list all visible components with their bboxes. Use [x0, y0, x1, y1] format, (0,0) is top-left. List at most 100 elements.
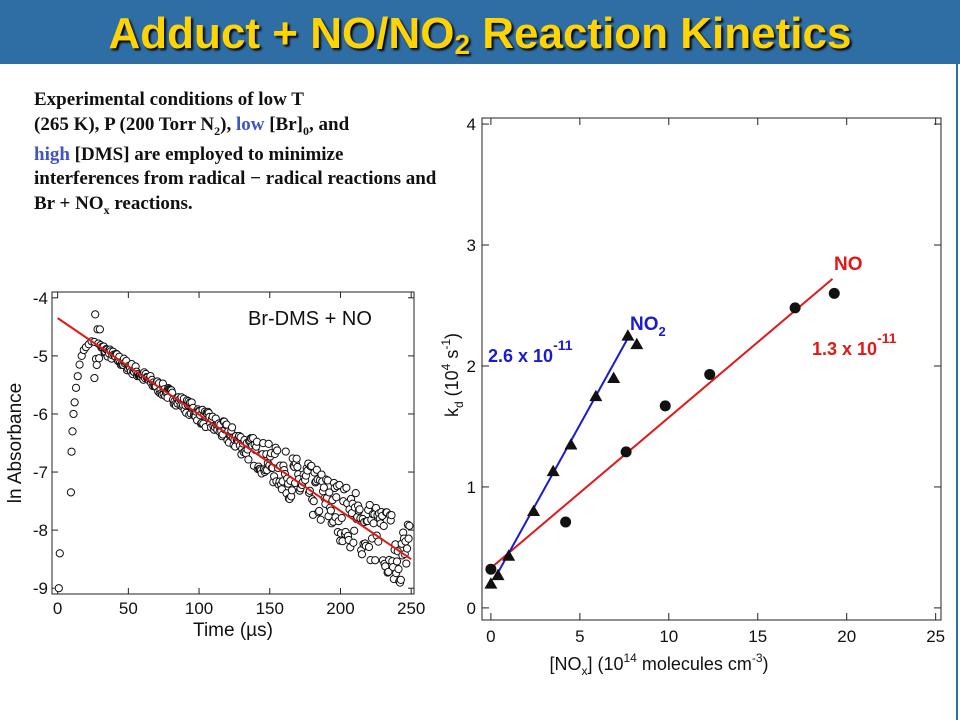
no2-data-point — [546, 464, 560, 477]
left-x-tick-label: 100 — [185, 599, 213, 618]
left-y-tick-label: -4 — [33, 289, 48, 308]
left-data-point — [332, 493, 341, 502]
no2-label-subscript: 2 — [659, 324, 666, 339]
no-data-point — [659, 400, 671, 412]
right-x-tick-label: 10 — [659, 627, 678, 646]
right-chart-ticks: 0 5 10 15 20 25 0 1 2 3 4 — [467, 115, 946, 646]
no2-rate-exponent: -11 — [553, 337, 573, 353]
left-data-point — [264, 439, 273, 448]
left-x-tick-label: 250 — [397, 599, 425, 618]
left-fit-line — [57, 317, 412, 560]
left-data-point — [68, 427, 77, 436]
right-y-tick-label: 3 — [467, 236, 476, 255]
right-x-tick-label: 15 — [748, 627, 767, 646]
left-data-point — [349, 538, 358, 547]
high-word: high — [34, 143, 70, 165]
no2-label-main: NO — [630, 314, 659, 335]
left-data-point — [309, 497, 318, 506]
right-xlabel-sup: 14 — [623, 651, 637, 665]
left-x-tick-label: 200 — [326, 599, 354, 618]
conditions-n2-subscript: 2 — [214, 123, 221, 138]
right-x-tick-label: 20 — [837, 627, 856, 646]
left-data-point — [404, 534, 413, 543]
header-bar — [0, 0, 960, 64]
left-data-point — [91, 310, 100, 319]
left-data-point — [90, 373, 99, 383]
left-data-point — [281, 447, 290, 456]
no2-data-point — [589, 389, 603, 402]
left-data-point — [73, 372, 82, 381]
left-data-point — [54, 584, 63, 593]
right-y-tick-label: 1 — [467, 478, 476, 497]
right-xlabel-main: [NO — [549, 654, 581, 674]
right-x-tick-label: 5 — [575, 627, 584, 646]
no-data-point — [485, 563, 497, 575]
no-data-point — [560, 516, 572, 528]
left-data-point — [315, 506, 324, 516]
right-ylabel-sub: d — [452, 401, 466, 408]
left-data-point — [342, 483, 351, 492]
right-y-tick-label: 4 — [467, 115, 476, 134]
left-data-point — [326, 506, 335, 515]
right-xlabel-end: ) — [763, 654, 769, 674]
left-data-point — [357, 550, 367, 559]
left-data-point — [95, 325, 104, 334]
right-xlabel-mid: ] (10 — [587, 654, 623, 674]
no-rate-mantissa: 1.3 x 10 — [812, 339, 877, 359]
left-data-point — [70, 398, 79, 407]
low-word: low — [235, 113, 265, 135]
left-data-point — [325, 488, 334, 497]
right-y-tick-label: 2 — [467, 357, 476, 376]
left-data-point — [227, 423, 237, 432]
left-x-tick-label: 0 — [53, 599, 62, 618]
left-x-axis-label: Time (µs) — [193, 620, 273, 641]
right-edge-rule — [956, 64, 958, 720]
left-data-point — [394, 564, 403, 574]
no2-fit-line — [493, 337, 629, 580]
left-y-tick-label: -8 — [33, 521, 48, 540]
left-x-tick-label: 50 — [119, 599, 138, 618]
left-data-point — [396, 575, 405, 584]
left-data-point — [392, 557, 402, 566]
right-ylabel-end: ) — [442, 333, 462, 339]
right-ylabel-sup2: -1 — [439, 339, 453, 350]
conditions-part-6: [DMS] are employed to minimize interfere… — [34, 143, 437, 214]
right-ylabel-main: k — [442, 407, 462, 417]
right-xlabel-sup2: -3 — [752, 651, 763, 665]
left-data-point — [75, 360, 84, 369]
left-data-point — [350, 526, 359, 535]
conditions-nox-subscript: x — [103, 202, 110, 217]
left-data-point — [292, 454, 301, 463]
conditions-part-3: ), — [220, 113, 236, 135]
left-data-point — [244, 455, 253, 464]
slide-title-subscript: 2 — [454, 29, 471, 60]
left-data-point — [351, 489, 360, 498]
right-x-tick-label: 25 — [926, 627, 945, 646]
right-y-tick-label: 0 — [467, 599, 476, 618]
no-rate-label: 1.3 x 10-11 — [812, 330, 897, 359]
right-x-tick-label: 0 — [486, 627, 495, 646]
no2-data-point — [607, 371, 621, 383]
left-y-tick-label: -7 — [33, 463, 48, 482]
slide-title-tail: Reaction Kinetics — [470, 9, 852, 58]
no2-data-point — [621, 329, 635, 341]
left-y-tick-label: -6 — [33, 405, 48, 424]
no2-rate-label: 2.6 x 10-11 — [488, 337, 573, 366]
left-y-axis-label: ln Absorbance — [5, 383, 26, 503]
right-xlabel-sub: x — [581, 664, 587, 678]
left-data-point — [364, 542, 374, 552]
no2-rate-mantissa: 2.6 x 10 — [488, 346, 553, 366]
left-data-point — [66, 488, 76, 497]
left-data-point — [273, 446, 282, 455]
no2-data-point — [527, 504, 541, 517]
conditions-br-subscript: 0 — [303, 123, 309, 138]
no2-data-point — [502, 549, 516, 561]
right-ylabel-mid: (10 — [442, 370, 462, 401]
no2-data-point — [564, 438, 578, 450]
no-data-point — [828, 287, 840, 299]
left-data-point — [337, 513, 346, 523]
left-data-point — [387, 511, 396, 520]
right-ylabel-sup: 4 — [439, 363, 453, 370]
